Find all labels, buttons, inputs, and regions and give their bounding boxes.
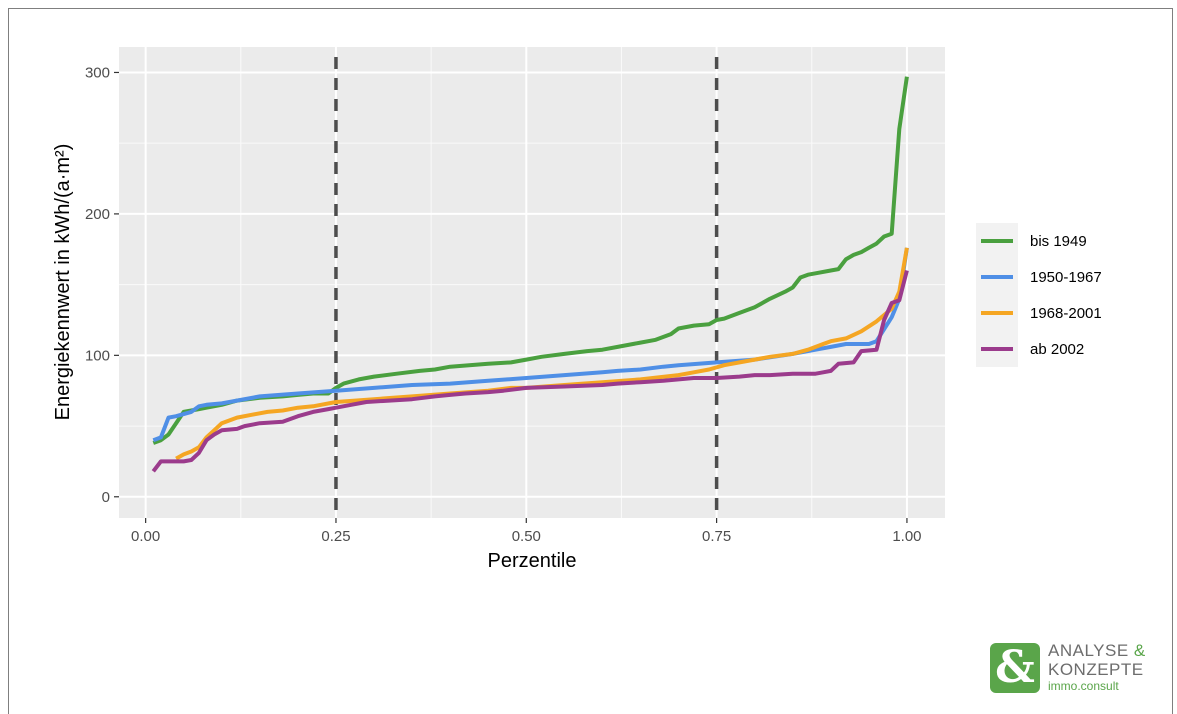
x-tick-label: 0.25 xyxy=(321,528,350,545)
series-line-2 xyxy=(152,247,909,443)
legend-label-4: ab 2002 xyxy=(1030,341,1084,358)
reference-lines xyxy=(334,57,719,518)
y-tick-label: 300 xyxy=(85,64,110,81)
legend-key-background xyxy=(976,223,1018,367)
logo-text-line-2: KONZEPTE xyxy=(1048,660,1144,679)
x-axis-title: Perzentile xyxy=(488,550,577,572)
logo-text-line-3: immo.consult xyxy=(1048,679,1119,693)
y-tick-label: 0 xyxy=(102,489,110,506)
x-axis: 0.00 0.25 0.50 0.75 1.00 xyxy=(131,518,922,545)
series-lines xyxy=(151,76,909,473)
ampersand-logo-icon: & xyxy=(990,643,1040,693)
logo-text-line-1: ANALYSE & xyxy=(1048,641,1146,661)
company-logo: & ANALYSE & KONZEPTE immo.consult xyxy=(990,641,1160,696)
x-tick-label: 0.75 xyxy=(702,528,731,545)
legend-label-1: bis 1949 xyxy=(1030,233,1087,250)
figure-frame xyxy=(8,8,1173,714)
logo-ampersand: & xyxy=(1133,641,1146,660)
x-tick-label: 0.50 xyxy=(512,528,541,545)
series-line-4 xyxy=(151,270,909,473)
grid-minor xyxy=(119,47,945,518)
y-axis: 0 100 200 300 xyxy=(85,64,119,506)
x-tick-label: 0.00 xyxy=(131,528,160,545)
legend-label-3: 1968-2001 xyxy=(1030,305,1102,322)
plot-panel xyxy=(119,47,945,518)
x-tick-label: 1.00 xyxy=(892,528,921,545)
logo-word-analyse: ANALYSE xyxy=(1048,641,1129,660)
legend: bis 1949 1950-1967 1968-2001 ab 2002 xyxy=(976,223,1102,367)
y-tick-label: 200 xyxy=(85,206,110,223)
legend-label-2: 1950-1967 xyxy=(1030,269,1102,286)
y-axis-title: Energiekennwert in kWh/(a·m²) xyxy=(52,144,74,421)
y-tick-label: 100 xyxy=(85,347,110,364)
